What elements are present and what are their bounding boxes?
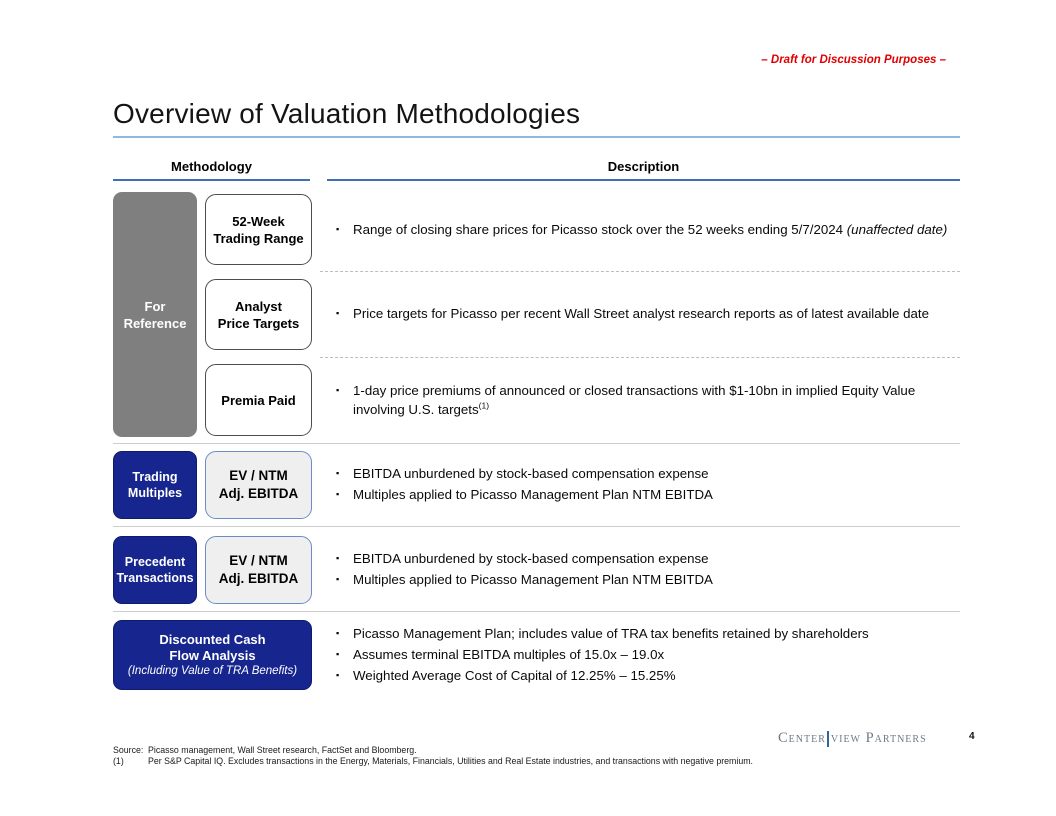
method-box-analyst-price-targets: Analyst Price Targets	[205, 279, 312, 350]
for-reference-label-line: For	[144, 298, 166, 314]
bullet-text: Weighted Average Cost of Capital of 12.2…	[353, 668, 676, 683]
bullet-icon: ▪	[336, 385, 340, 395]
bullet-text: Price targets for Picasso per recent Wal…	[353, 306, 929, 321]
category-box-precedent-transactions: Precedent Transactions	[113, 536, 197, 604]
bullet-icon: ▪	[336, 574, 340, 584]
bullet-item: ▪ Weighted Average Cost of Capital of 12…	[336, 666, 976, 685]
method-box-ev-ntm-ebitda-trading: EV / NTM Adj. EBITDA	[205, 451, 312, 519]
row-separator	[113, 526, 960, 527]
row-separator	[113, 611, 960, 612]
footnote-text: Per S&P Capital IQ. Excludes transaction…	[148, 756, 753, 766]
category-box-line: Flow Analysis	[169, 647, 256, 663]
logo-bar-icon	[826, 730, 829, 747]
category-box-line: Trading	[132, 470, 178, 484]
footnote-ref: (1)	[478, 400, 490, 411]
for-reference-box: For Reference	[113, 192, 197, 437]
column-header-methodology: Methodology	[171, 159, 252, 174]
footnote-label: (1)	[113, 756, 124, 766]
description-row-trading-multiples: ▪ EBITDA unburdened by stock-based compe…	[336, 464, 976, 506]
bullet-text: EBITDA unburdened by stock-based compens…	[353, 551, 709, 566]
description-row-premia-paid: ▪ 1-day price premiums of announced or c…	[336, 381, 936, 421]
bullet-text: Multiples applied to Picasso Management …	[353, 572, 713, 587]
description-row-dcf: ▪ Picasso Management Plan; includes valu…	[336, 624, 976, 687]
draft-note: – Draft for Discussion Purposes –	[761, 54, 946, 66]
bullet-item: ▪ EBITDA unburdened by stock-based compe…	[336, 464, 976, 483]
bullet-icon: ▪	[336, 224, 340, 234]
bullet-text: EBITDA unburdened by stock-based compens…	[353, 466, 709, 481]
method-box-line: EV / NTM	[229, 553, 288, 568]
method-box-line: 52-Week	[232, 213, 285, 229]
page-title: Overview of Valuation Methodologies	[113, 98, 581, 129]
method-box-52-week-trading-range: 52-Week Trading Range	[205, 194, 312, 265]
bullet-item: ▪ Picasso Management Plan; includes valu…	[336, 624, 976, 643]
category-box-dcf-analysis: Discounted Cash Flow Analysis (Including…	[113, 620, 312, 690]
logo-text-center: Center	[778, 730, 826, 746]
bullet-item: ▪ Price targets for Picasso per recent W…	[336, 304, 976, 323]
method-box-line: EV / NTM	[229, 468, 288, 483]
method-box-premia-paid: Premia Paid	[205, 364, 312, 436]
category-box-line: Multiples	[127, 486, 183, 500]
bullet-icon: ▪	[336, 670, 340, 680]
bullet-text: Assumes terminal EBITDA multiples of 15.…	[353, 647, 665, 662]
methodology-header-underline	[113, 179, 310, 181]
title-underline	[113, 136, 960, 138]
bullet-icon: ▪	[336, 649, 340, 659]
bullet-icon: ▪	[336, 489, 340, 499]
bullet-text: Multiples applied to Picasso Management …	[353, 487, 713, 502]
method-box-line: Price Targets	[217, 315, 300, 331]
method-box-line: Analyst	[235, 298, 282, 314]
bullet-icon: ▪	[336, 628, 340, 638]
column-header-description: Description	[607, 159, 680, 174]
row-separator	[113, 443, 960, 444]
method-box-line: Trading Range	[213, 230, 304, 246]
centerview-partners-logo: Center view Partners	[778, 730, 927, 747]
category-box-line: Discounted Cash	[159, 631, 266, 647]
description-row-analyst-targets: ▪ Price targets for Picasso per recent W…	[336, 304, 976, 325]
bullet-icon: ▪	[336, 468, 340, 478]
source-text: Picasso management, Wall Street research…	[148, 745, 417, 755]
bullet-icon: ▪	[336, 553, 340, 563]
logo-text-view-partners: view Partners	[830, 730, 927, 746]
bullet-text: Picasso Management Plan; includes value …	[353, 626, 869, 641]
category-box-line: Precedent	[124, 555, 186, 569]
page-number: 4	[969, 731, 975, 742]
source-label: Source:	[113, 745, 144, 755]
category-box-line: Transactions	[116, 571, 194, 585]
description-row-52-week: ▪ Range of closing share prices for Pica…	[336, 220, 976, 241]
bullet-text: 1-day price premiums of announced or clo…	[353, 383, 916, 417]
for-reference-label-line: Reference	[123, 315, 187, 331]
bullet-item: ▪ Multiples applied to Picasso Managemen…	[336, 570, 976, 589]
method-box-line: Premia Paid	[221, 392, 296, 408]
bullet-item: ▪ Assumes terminal EBITDA multiples of 1…	[336, 645, 976, 664]
bullet-icon: ▪	[336, 308, 340, 318]
category-box-subtitle: (Including Value of TRA Benefits)	[127, 664, 298, 677]
description-header-underline	[327, 179, 960, 181]
description-row-precedent-transactions: ▪ EBITDA unburdened by stock-based compe…	[336, 549, 976, 591]
bullet-text: Range of closing share prices for Picass…	[353, 222, 948, 237]
method-box-ev-ntm-ebitda-precedent: EV / NTM Adj. EBITDA	[205, 536, 312, 604]
bullet-item: ▪ Multiples applied to Picasso Managemen…	[336, 485, 976, 504]
dashed-separator	[320, 271, 960, 272]
bullet-item: ▪ Range of closing share prices for Pica…	[336, 220, 976, 239]
method-box-line: Adj. EBITDA	[218, 486, 299, 501]
category-box-trading-multiples: Trading Multiples	[113, 451, 197, 519]
bullet-item: ▪ 1-day price premiums of announced or c…	[336, 381, 936, 419]
dashed-separator	[320, 357, 960, 358]
bullet-item: ▪ EBITDA unburdened by stock-based compe…	[336, 549, 976, 568]
method-box-line: Adj. EBITDA	[218, 571, 299, 586]
